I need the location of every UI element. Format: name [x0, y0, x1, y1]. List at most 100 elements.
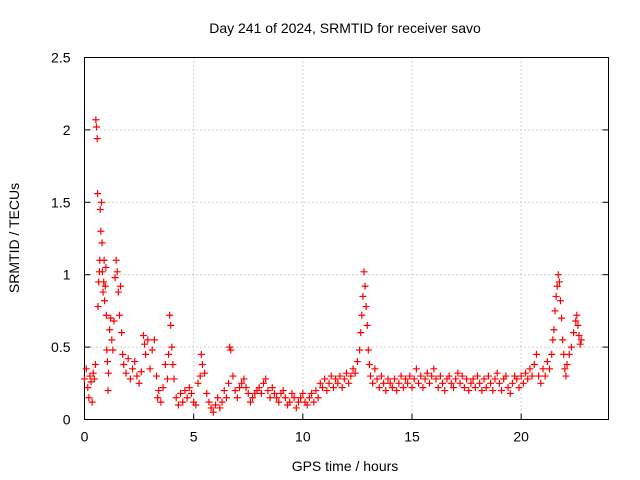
data-point [89, 369, 97, 377]
data-point [329, 384, 337, 392]
x-axis-label: GPS time / hours [292, 458, 399, 474]
data-point [397, 372, 405, 380]
data-point [410, 375, 418, 383]
data-point [197, 350, 205, 358]
data-point [84, 384, 92, 392]
data-point [98, 198, 106, 206]
data-point [94, 190, 102, 198]
data-point [81, 375, 88, 383]
data-point [325, 379, 333, 387]
data-point [266, 394, 274, 402]
data-point [299, 389, 307, 397]
data-point [90, 375, 98, 383]
data-point [281, 394, 289, 402]
data-point [345, 379, 353, 387]
data-point [205, 398, 213, 406]
data-point [471, 384, 479, 392]
data-point [399, 384, 407, 392]
data-point [290, 394, 298, 402]
data-point [109, 346, 117, 354]
data-point [436, 372, 444, 380]
data-point [103, 358, 111, 366]
data-point [463, 375, 471, 383]
data-point [562, 372, 570, 380]
data-point [561, 365, 569, 373]
data-point [93, 123, 101, 131]
data-point [327, 372, 335, 380]
data-point [233, 394, 241, 402]
data-point [570, 329, 578, 337]
data-point [155, 387, 163, 395]
data-point [100, 278, 108, 286]
data-point [359, 292, 367, 300]
data-point [308, 389, 316, 397]
data-point [97, 227, 105, 235]
data-point [555, 278, 563, 286]
data-point [343, 369, 350, 377]
data-point [551, 307, 559, 315]
data-point [161, 360, 169, 368]
data-point [434, 384, 442, 392]
data-point [100, 256, 108, 264]
y-tick-label: 0 [63, 412, 71, 428]
data-point [92, 116, 100, 124]
data-point [358, 311, 366, 319]
data-point [168, 343, 176, 351]
data-point [192, 401, 200, 409]
data-point [550, 326, 558, 334]
data-point [163, 375, 171, 383]
data-point [373, 375, 381, 383]
data-point [476, 379, 484, 387]
data-point [541, 372, 549, 380]
y-tick-label: 1 [63, 267, 71, 283]
data-point [115, 311, 123, 319]
data-point [279, 387, 287, 395]
data-point [111, 274, 119, 282]
data-point [367, 372, 375, 380]
data-point [101, 297, 109, 305]
data-point [556, 297, 564, 305]
data-point [364, 346, 372, 354]
data-point [380, 379, 388, 387]
data-point [203, 389, 211, 397]
data-point [297, 394, 305, 402]
data-point [118, 329, 126, 337]
data-point [316, 379, 324, 387]
data-point [323, 387, 331, 395]
data-point [207, 404, 215, 412]
data-point [142, 350, 150, 358]
data-point [238, 379, 246, 387]
data-point [573, 311, 581, 319]
data-point [456, 379, 464, 387]
data-point [270, 389, 278, 397]
data-point [375, 384, 383, 392]
data-point [88, 398, 96, 406]
data-point [174, 401, 182, 409]
data-point [114, 288, 122, 296]
data-point [126, 375, 134, 383]
data-point [110, 317, 118, 325]
data-point [222, 394, 230, 402]
data-point [351, 369, 359, 377]
data-point [135, 379, 143, 387]
data-point [577, 336, 585, 344]
data-point [112, 256, 120, 264]
data-point [157, 398, 165, 406]
data-point [303, 401, 311, 409]
data-point [124, 355, 132, 363]
data-point [439, 379, 447, 387]
data-point [94, 303, 102, 311]
data-point [445, 372, 453, 380]
data-point [257, 389, 265, 397]
data-point [214, 394, 222, 402]
data-point [539, 365, 547, 373]
data-point [167, 321, 175, 329]
plot-frame [84, 57, 609, 420]
data-point [365, 360, 373, 368]
data-point [122, 369, 130, 377]
data-point [575, 332, 583, 340]
data-point [537, 379, 545, 387]
data-point [417, 372, 425, 380]
data-point [524, 375, 532, 383]
